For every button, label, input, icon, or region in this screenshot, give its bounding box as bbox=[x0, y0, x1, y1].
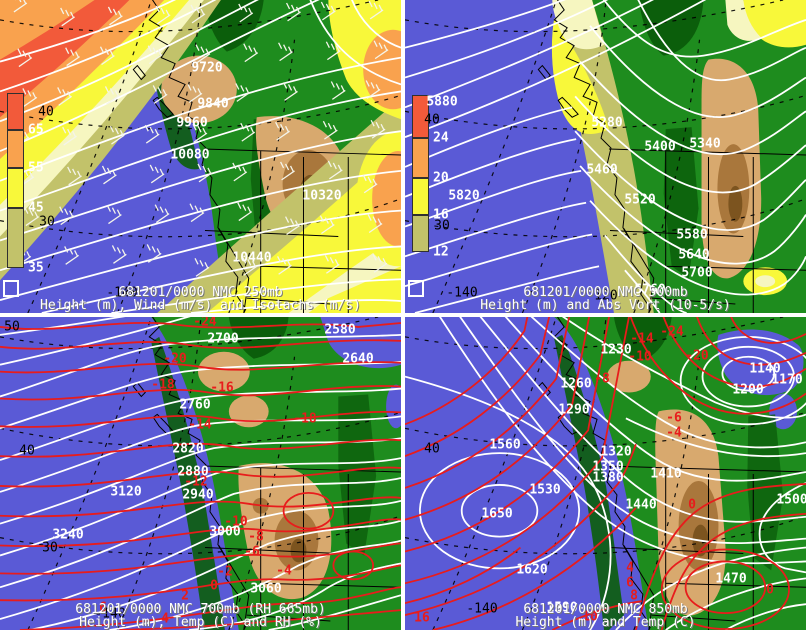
wind-barb-icon bbox=[242, 257, 258, 276]
wind-barb-icon bbox=[238, 3, 254, 23]
wind-barb-icon bbox=[235, 83, 251, 102]
wind-barb-icon bbox=[17, 48, 33, 68]
caption-line2: Height (m) and Temp (C) bbox=[515, 615, 696, 630]
wind-barb-icon bbox=[372, 254, 388, 273]
wind-barb-icon bbox=[320, 1, 336, 21]
wind-barb-icon bbox=[109, 125, 125, 145]
wind-barb-icon bbox=[99, 46, 115, 66]
wind-barb-icon bbox=[67, 166, 82, 186]
panel-500mb: 24 20 16 12 5880 5820 5280 5400 5340 5460 5520 558… bbox=[405, 0, 806, 313]
wind-barb-icon bbox=[144, 124, 160, 144]
wind-barb-icon bbox=[284, 216, 300, 236]
map-250mb bbox=[0, 0, 401, 313]
panel-850mb: 1140 1170 1200 1230 1260 1290 1320 1350 1380 1410… bbox=[405, 317, 806, 630]
wind-barb-icon bbox=[277, 256, 292, 275]
panel-caption: 681201/0000 NMC 500mb Height (m) and Abs… bbox=[405, 286, 806, 312]
wind-barb-icon bbox=[325, 41, 341, 61]
wind-barb-icon bbox=[192, 123, 208, 143]
vorticity-and-terrain-shading bbox=[405, 0, 806, 313]
panel-caption: 681201/0000 NMC 250mb Height (m), Wind (… bbox=[0, 286, 401, 312]
panel-700mb: 2580 2640 2700 2760 2820 2880 2940 3000 3060 3120… bbox=[0, 317, 401, 630]
caption-line1: 681201/0000 NMC 250mb bbox=[118, 285, 283, 300]
caption-line2: Height (m), Temp (C) and RH (%) bbox=[79, 615, 322, 630]
wind-barb-icon bbox=[111, 245, 127, 264]
wind-barb-icon bbox=[24, 207, 40, 227]
wind-barb-icon bbox=[373, 40, 389, 60]
wind-barb-icon bbox=[367, 214, 383, 234]
wind-barb-icon bbox=[147, 45, 163, 65]
wind-barb-icon bbox=[237, 202, 253, 222]
wind-barb-icon bbox=[187, 84, 203, 103]
wind-barb-icon bbox=[195, 44, 211, 64]
wind-barb-icon bbox=[324, 255, 340, 274]
wind-barb-icon bbox=[330, 81, 346, 100]
wind-barb-icon bbox=[57, 87, 73, 106]
map-500mb bbox=[405, 0, 806, 313]
wind-barbs-layer bbox=[13, 0, 389, 277]
map-700mb bbox=[0, 317, 401, 630]
wind-barb-icon bbox=[146, 244, 162, 263]
height-contours bbox=[405, 0, 806, 313]
panel-250mb: 65 55 45 35 9720 9840 9960 10080 10320 10440 40 30… bbox=[0, 0, 401, 313]
wind-barb-icon bbox=[19, 167, 35, 187]
panel-caption: 681201/0000 NMC 850mb Height (m) and Tem… bbox=[405, 603, 806, 629]
map-corner-box bbox=[3, 280, 19, 297]
wind-barb-icon bbox=[370, 119, 386, 139]
wind-barb-icon bbox=[16, 247, 32, 266]
wind-barb-icon bbox=[197, 163, 213, 183]
caption-line2: Height (m), Wind (m/s) and Isotachs (m/s… bbox=[40, 298, 361, 313]
caption-line1: 681201/0000 NMC 850mb bbox=[523, 602, 688, 617]
wind-barb-icon bbox=[154, 204, 170, 224]
wind-barb-icon bbox=[278, 42, 293, 62]
wind-barb-icon bbox=[107, 6, 123, 26]
caption-line1: 681201/0000 NMC 700mb (RH 665mb) bbox=[75, 602, 326, 617]
wind-barb-icon bbox=[322, 120, 338, 140]
wind-barb-icon bbox=[59, 206, 75, 226]
wind-barb-icon bbox=[232, 162, 248, 182]
isotach-and-terrain-shading bbox=[0, 0, 401, 313]
map-corner-box bbox=[408, 280, 424, 297]
caption-line2: Height (m) and Abs Vort (10-5/s) bbox=[480, 298, 731, 313]
wind-barb-icon bbox=[106, 205, 122, 225]
wind-barb-icon bbox=[240, 122, 256, 142]
wind-barb-icon bbox=[101, 165, 117, 185]
wind-barb-icon bbox=[285, 2, 301, 22]
wind-barb-icon bbox=[362, 174, 378, 194]
wind-barb-icon bbox=[65, 47, 80, 67]
panel-caption: 681201/0000 NMC 700mb (RH 665mb) Height … bbox=[0, 603, 401, 629]
height-contours bbox=[0, 0, 401, 313]
wind-barb-icon bbox=[60, 7, 75, 27]
temp-contours bbox=[405, 317, 806, 630]
wind-barb-icon bbox=[155, 5, 171, 25]
wind-barb-icon bbox=[194, 258, 210, 277]
wind-barb-icon bbox=[283, 82, 298, 101]
wind-barb-icon bbox=[62, 126, 77, 146]
wind-barb-icon bbox=[243, 43, 259, 63]
wind-barb-icon bbox=[368, 0, 384, 20]
wind-barb-icon bbox=[319, 215, 335, 235]
wind-barb-icon bbox=[64, 246, 79, 265]
height-contours bbox=[405, 317, 806, 630]
wind-barb-icon bbox=[190, 4, 206, 24]
wind-barb-icon bbox=[149, 164, 165, 184]
wind-barb-icon bbox=[280, 161, 295, 181]
map-850mb bbox=[405, 317, 806, 630]
wind-barb-icon bbox=[365, 80, 381, 99]
wind-barb-icon bbox=[104, 86, 120, 105]
wind-barb-icon bbox=[13, 0, 28, 13]
caption-line1: 681201/0000 NMC 500mb bbox=[523, 285, 688, 300]
wind-barb-icon bbox=[152, 85, 168, 104]
wind-barb-icon bbox=[275, 121, 290, 141]
wind-barb-icon bbox=[22, 88, 38, 107]
wind-barb-icon bbox=[327, 160, 343, 180]
temp-contours bbox=[0, 321, 401, 630]
wind-barb-icon bbox=[189, 203, 205, 223]
